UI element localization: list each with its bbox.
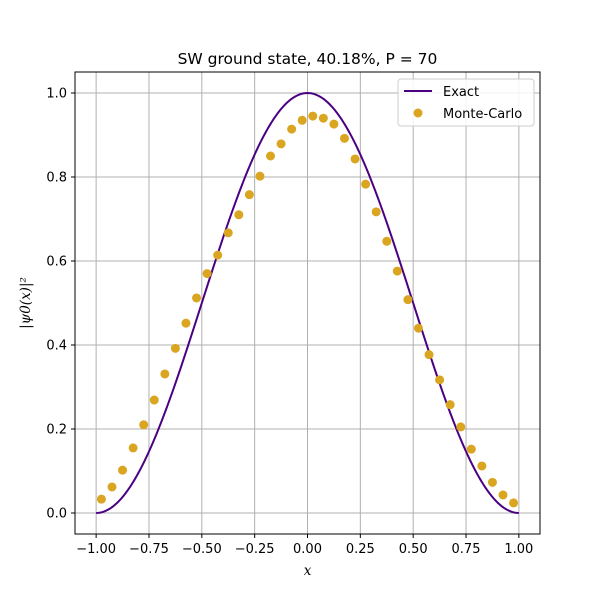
monte-carlo-point <box>139 420 149 430</box>
legend-marker-swatch <box>413 108 423 118</box>
monte-carlo-point <box>435 375 445 385</box>
x-tick-label: 1.00 <box>504 542 533 557</box>
monte-carlo-point <box>477 461 487 471</box>
monte-carlo-point <box>509 498 519 508</box>
x-tick-label: −1.00 <box>76 542 116 557</box>
monte-carlo-point <box>297 115 307 125</box>
monte-carlo-point <box>255 171 265 181</box>
x-tick-label: −0.75 <box>129 542 169 557</box>
monte-carlo-point <box>107 482 117 492</box>
monte-carlo-point <box>287 124 297 134</box>
monte-carlo-point <box>118 465 128 475</box>
monte-carlo-point <box>181 318 191 328</box>
monte-carlo-point <box>350 154 360 164</box>
axis-ticks: −1.00 −0.75 −0.50 −0.25 0.00 0.25 0.50 0.75 1.00… <box>46 87 533 558</box>
monte-carlo-point <box>128 443 138 453</box>
monte-carlo-point <box>192 293 202 303</box>
monte-carlo-point <box>466 444 476 454</box>
monte-carlo-point <box>170 343 180 353</box>
legend-label-exact: Exact <box>443 85 479 100</box>
x-tick-label: 0.50 <box>399 542 428 557</box>
monte-carlo-point <box>223 228 233 238</box>
monte-carlo-point <box>276 139 286 149</box>
monte-carlo-point <box>361 179 371 189</box>
monte-carlo-point <box>329 119 339 129</box>
monte-carlo-point <box>498 490 508 500</box>
monte-carlo-point <box>318 113 328 123</box>
monte-carlo-point <box>456 422 466 432</box>
monte-carlo-point <box>382 236 392 246</box>
monte-carlo-point <box>160 369 170 379</box>
x-tick-label: 0.25 <box>346 542 375 557</box>
legend-label-monte-carlo: Monte-Carlo <box>443 107 522 122</box>
y-axis-label: |ψ0(x)|² <box>18 277 34 329</box>
monte-carlo-point <box>149 395 159 405</box>
monte-carlo-point <box>234 210 244 220</box>
monte-carlo-point <box>424 350 434 360</box>
monte-carlo-point <box>392 266 402 276</box>
monte-carlo-point <box>202 269 212 279</box>
monte-carlo-point <box>308 111 318 121</box>
y-tick-label: 1.0 <box>46 87 67 102</box>
monte-carlo-point <box>487 477 497 487</box>
y-tick-label: 0.0 <box>46 507 67 522</box>
x-tick-label: 0.75 <box>452 542 481 557</box>
y-tick-label: 0.6 <box>46 255 67 270</box>
monte-carlo-point <box>371 207 381 217</box>
monte-carlo-point <box>213 250 223 260</box>
monte-carlo-point <box>403 295 413 305</box>
plot-series <box>96 91 519 514</box>
x-tick-label: 0.00 <box>293 542 322 557</box>
monte-carlo-point <box>266 151 276 161</box>
chart-title: SW ground state, 40.18%, P = 70 <box>178 50 438 68</box>
y-tick-label: 0.2 <box>46 423 67 438</box>
legend: Exact Monte-Carlo <box>397 78 535 127</box>
monte-carlo-point <box>96 494 106 504</box>
x-tick-label: −0.25 <box>235 542 275 557</box>
y-tick-label: 0.4 <box>46 339 67 354</box>
x-axis-label: x <box>304 563 312 579</box>
monte-carlo-point <box>339 133 349 143</box>
y-tick-label: 0.8 <box>46 171 67 186</box>
monte-carlo-point <box>445 400 455 410</box>
x-tick-label: −0.50 <box>182 542 222 557</box>
monte-carlo-point <box>244 190 254 200</box>
monte-carlo-point <box>413 323 423 333</box>
